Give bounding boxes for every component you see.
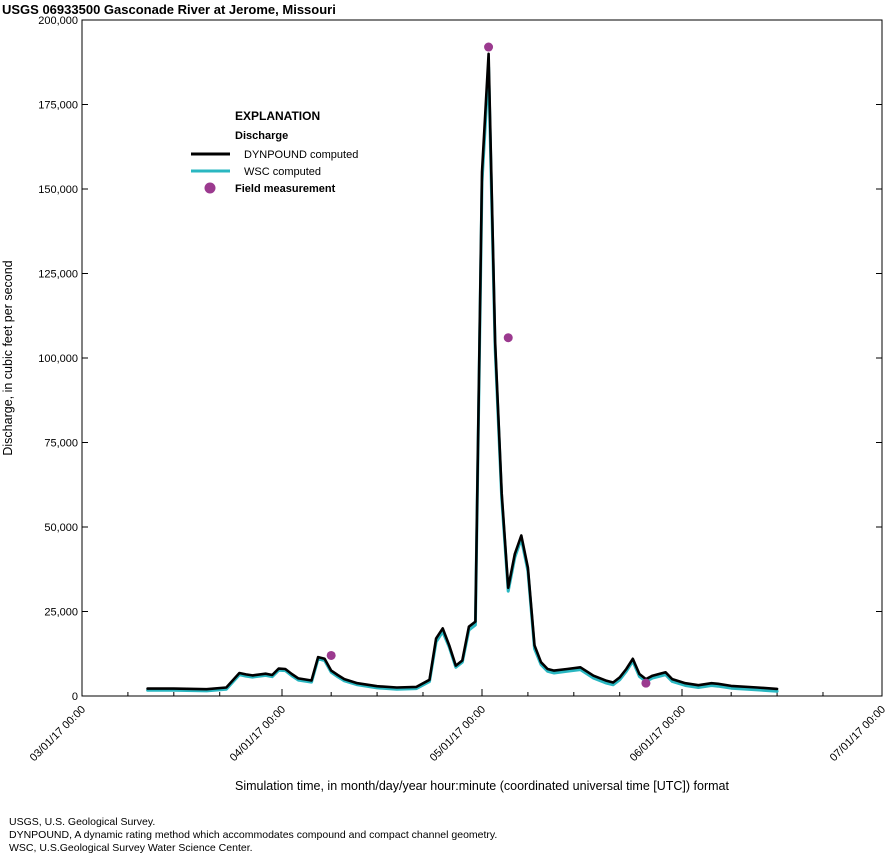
field-measurement-point: [326, 650, 336, 660]
footnote-wsc: WSC, U.S.Geological Survey Water Science…: [9, 842, 253, 854]
y-tick-label: 125,000: [38, 269, 78, 281]
x-axis: 03/01/17 00:00 04/01/17 00:00 05/01/17 00:…: [28, 689, 887, 764]
footnote-dynpound: DYNPOUND, A dynamic rating method which …: [9, 829, 498, 841]
x-axis-title: Simulation time, in month/day/year hour:…: [235, 779, 729, 793]
legend: EXPLANATION Discharge DYNPOUND computed …: [191, 109, 358, 195]
field-measurement-point: [484, 42, 494, 52]
x-tick-label: 06/01/17 00:00: [628, 704, 688, 764]
x-tick-label: 05/01/17 00:00: [428, 704, 488, 764]
y-tick-label: 75,000: [44, 438, 78, 450]
y-axis-title: Discharge, in cubic feet per second: [1, 260, 15, 455]
series-line-dynpound: [146, 52, 779, 691]
legend-heading: EXPLANATION: [235, 109, 320, 123]
y-tick-label: 175,000: [38, 100, 78, 112]
plot-frame: [81, 19, 883, 697]
legend-label-field-measurement: Field measurement: [235, 183, 336, 195]
field-measurement-point: [641, 678, 651, 688]
y-tick-label: 100,000: [38, 353, 78, 365]
legend-marker-field-measurement: [204, 182, 216, 194]
y-tick-label: 0: [72, 691, 78, 703]
x-tick-label: 03/01/17 00:00: [28, 704, 88, 764]
y-tick-label: 50,000: [44, 522, 78, 534]
footnotes: USGS, U.S. Geological Survey. DYNPOUND, …: [9, 816, 497, 855]
legend-label-wsc: WSC computed: [244, 166, 321, 178]
y-tick-label: 150,000: [38, 184, 78, 196]
y-tick-label: 200,000: [38, 15, 78, 27]
legend-subheading: Discharge: [235, 130, 288, 142]
series-line-wsc: [146, 65, 779, 693]
x-tick-label: 04/01/17 00:00: [228, 704, 288, 764]
field-measurement-point: [503, 333, 513, 343]
y-tick-label: 25,000: [44, 607, 78, 619]
footnote-usgs: USGS, U.S. Geological Survey.: [9, 816, 156, 828]
x-tick-label: 07/01/17 00:00: [828, 704, 887, 764]
y-axis: 0 25,000 50,000 75,000 100,000 125,000 150,000…: [38, 15, 882, 703]
series-layer: [146, 42, 779, 693]
legend-label-dynpound: DYNPOUND computed: [244, 149, 358, 161]
chart-title: USGS 06933500 Gasconade River at Jerome,…: [2, 2, 336, 17]
